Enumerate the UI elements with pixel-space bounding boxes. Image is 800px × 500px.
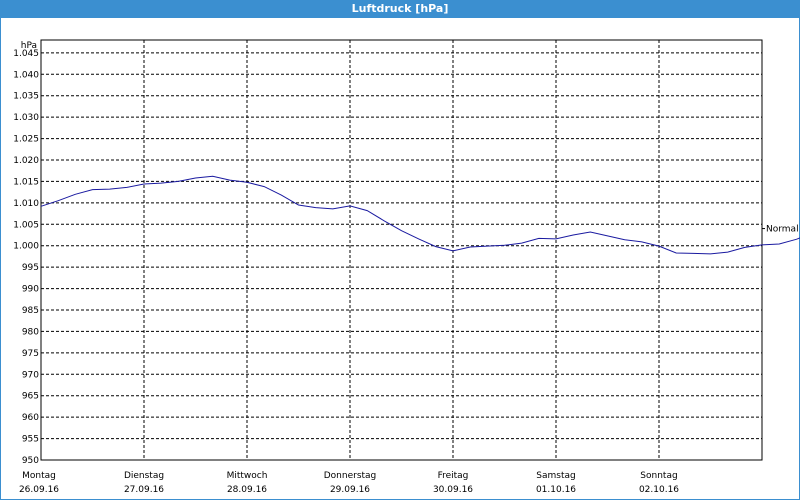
chart-area: 950 955 960 965 970 975 980 985 990 995 1.000 1.005… — [0, 18, 800, 500]
y-tick-label: 960 — [22, 413, 39, 423]
y-tick-label: 990 — [22, 285, 39, 295]
chart-title: Luftdruck [hPa] — [0, 0, 800, 18]
y-tick-label: 1.040 — [13, 70, 39, 80]
x-tick-day: Donnerstag — [324, 471, 377, 481]
x-tick-day: Mittwoch — [227, 471, 268, 481]
y-tick-label: 965 — [22, 392, 39, 402]
y-tick-label: 955 — [22, 435, 39, 445]
y-tick-label: 1.000 — [13, 242, 39, 252]
x-tick-day: Dienstag — [124, 471, 164, 481]
x-tick-date: 01.10.16 — [536, 485, 576, 495]
x-tick-date: 26.09.16 — [19, 485, 59, 495]
x-tick-date: 02.10.16 — [639, 485, 679, 495]
plot-frame — [40, 39, 763, 461]
pressure-chart: 950 955 960 965 970 975 980 985 990 995 1.000 1.005… — [13, 39, 800, 495]
x-tick-day: Freitag — [438, 471, 469, 481]
x-tick-date: 30.09.16 — [433, 485, 473, 495]
y-tick-label: 950 — [22, 456, 39, 466]
y-tick-label: 995 — [22, 263, 39, 273]
y-tick-label: 975 — [22, 349, 39, 359]
x-tick-date: 28.09.16 — [227, 485, 267, 495]
x-tick-day: Montag — [22, 471, 56, 481]
series-line-normal — [40, 175, 800, 255]
series-label-normal: Normal — [766, 225, 799, 235]
x-tick-date: 29.09.16 — [330, 485, 370, 495]
x-tick-day: Sonntag — [640, 471, 677, 481]
x-tick-date: 27.09.16 — [124, 485, 164, 495]
y-tick-label: 970 — [22, 370, 39, 380]
y-tick-label: 1.035 — [13, 92, 39, 102]
y-tick-label: 1.005 — [13, 220, 39, 230]
x-tick-day: Samstag — [536, 471, 575, 481]
y-tick-label: 1.010 — [13, 199, 39, 209]
y-axis-unit: hPa — [21, 41, 37, 51]
y-tick-label: 980 — [22, 327, 39, 337]
y-tick-label: 985 — [22, 306, 39, 316]
y-tick-label: 1.015 — [13, 177, 39, 187]
y-tick-label: 1.030 — [13, 113, 39, 123]
y-tick-label: 1.025 — [13, 135, 39, 145]
y-tick-label: 1.045 — [13, 49, 39, 59]
y-tick-label: 1.020 — [13, 156, 39, 166]
